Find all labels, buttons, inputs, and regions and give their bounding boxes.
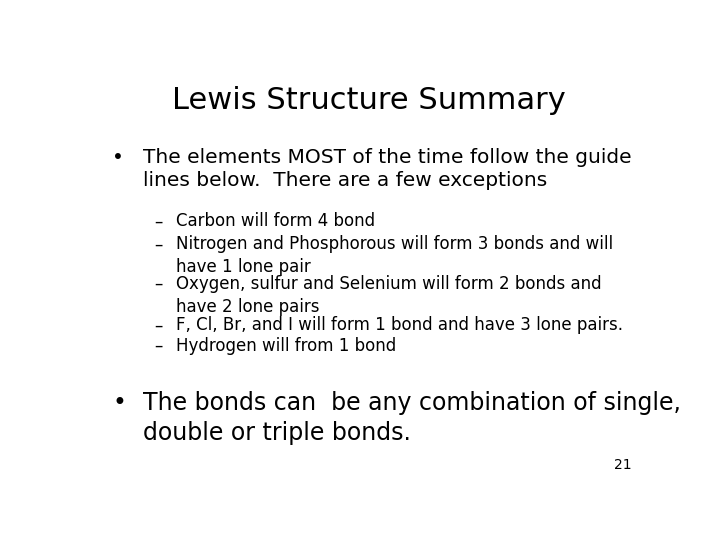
Text: •: • [112,148,124,167]
Text: –: – [154,275,163,293]
Text: The elements MOST of the time follow the guide
lines below.  There are a few exc: The elements MOST of the time follow the… [143,148,631,191]
Text: Hydrogen will from 1 bond: Hydrogen will from 1 bond [176,337,397,355]
Text: –: – [154,337,163,355]
Text: Carbon will form 4 bond: Carbon will form 4 bond [176,212,376,231]
Text: –: – [154,212,163,231]
Text: F, Cl, Br, and I will form 1 bond and have 3 lone pairs.: F, Cl, Br, and I will form 1 bond and ha… [176,316,624,334]
Text: –: – [154,235,163,253]
Text: Oxygen, sulfur and Selenium will form 2 bonds and
have 2 lone pairs: Oxygen, sulfur and Selenium will form 2 … [176,275,602,316]
Text: 21: 21 [613,458,631,472]
Text: Nitrogen and Phosphorous will form 3 bonds and will
have 1 lone pair: Nitrogen and Phosphorous will form 3 bon… [176,235,613,276]
Text: •: • [112,391,126,415]
Text: Lewis Structure Summary: Lewis Structure Summary [172,85,566,114]
Text: The bonds can  be any combination of single,
double or triple bonds.: The bonds can be any combination of sing… [143,391,681,445]
Text: –: – [154,316,163,334]
